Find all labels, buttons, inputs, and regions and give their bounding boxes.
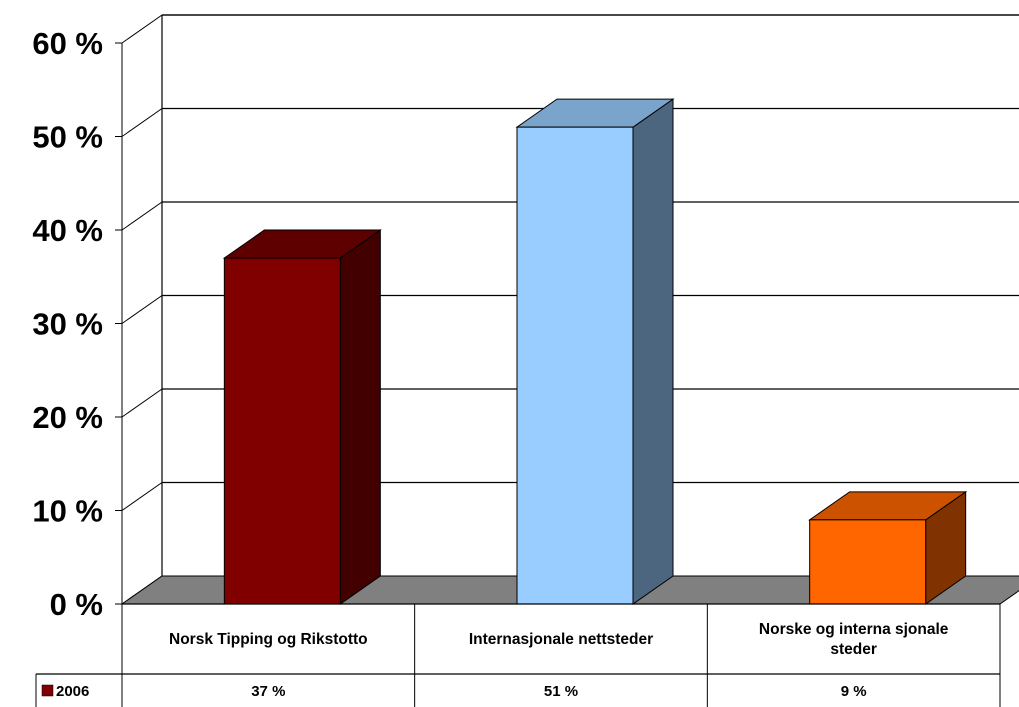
bar-front [516, 126, 634, 605]
data-label: 9 % [841, 683, 867, 700]
data-label: 51 % [544, 683, 578, 700]
category-label: Internasjonale nettsteder [469, 631, 653, 648]
y-tick-label: 50 % [32, 120, 103, 155]
data-label: 37 % [251, 683, 285, 700]
y-tick-label: 60 % [32, 26, 103, 61]
y-tick-label: 30 % [32, 307, 103, 342]
data-table: Norsk Tipping og Rikstotto 37 % Internasjo… [35, 603, 1001, 707]
gridline-wall-5 [121, 108, 163, 137]
gridline-wall-6 [121, 14, 163, 44]
series-name: 2006 [56, 683, 89, 700]
category-label: Norsk Tipping og Rikstotto [169, 631, 368, 648]
bar-side [632, 98, 674, 605]
gridline-wall-3 [121, 295, 163, 324]
y-axis: 0 % 10 % 20 % 30 % 40 % 50 % 60 % [32, 26, 103, 622]
bar [515, 98, 675, 605]
gridline-wall-2 [121, 388, 163, 418]
y-tick-label: 20 % [32, 400, 103, 435]
category-label: steder [830, 641, 877, 658]
bar [808, 490, 968, 605]
y-tick-label: 10 % [32, 494, 103, 529]
gridline-wall-4 [121, 201, 163, 231]
bar [222, 229, 382, 605]
bar-front [809, 519, 927, 605]
y-tick-label: 0 % [50, 587, 103, 622]
bar-side [339, 229, 381, 605]
bar-front [223, 257, 341, 605]
bars [222, 98, 968, 605]
category-label: Norske og interna sjonale [759, 621, 949, 638]
y-tick-label: 40 % [32, 213, 103, 248]
gridline-wall-1 [121, 482, 163, 511]
legend-swatch [41, 684, 54, 697]
